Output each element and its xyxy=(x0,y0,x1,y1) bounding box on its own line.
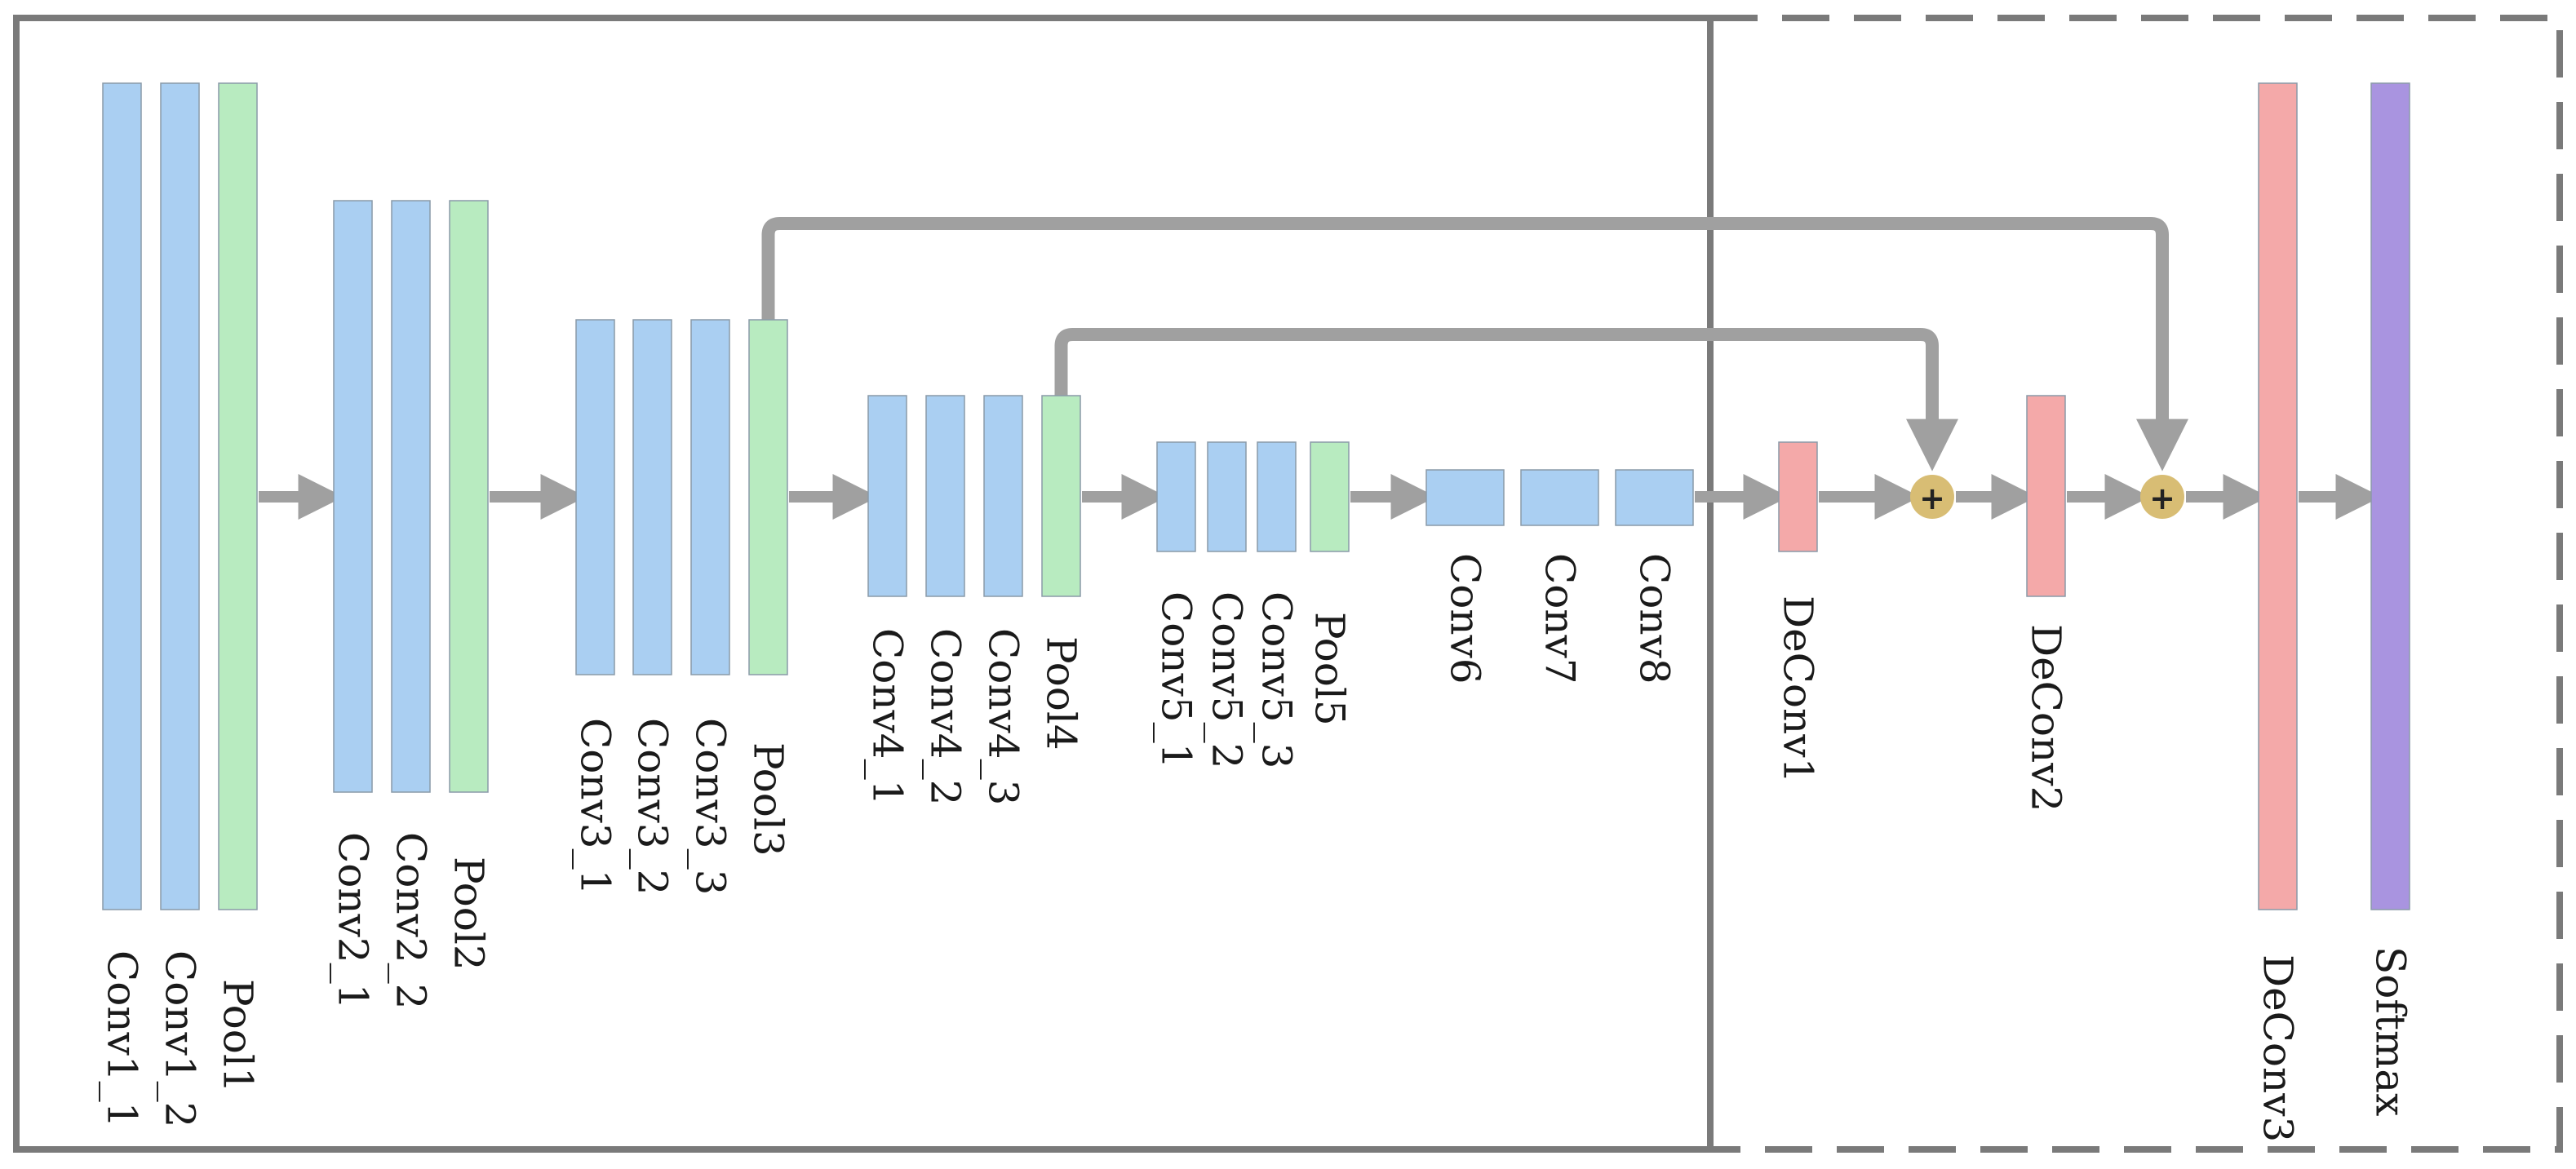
pool2-label: Pool2 xyxy=(446,857,493,971)
conv2-1-label: Conv2_1 xyxy=(330,832,377,1009)
pool3-label: Pool3 xyxy=(745,742,792,857)
pool2-block xyxy=(449,200,489,793)
pool1-block xyxy=(218,82,258,910)
sum2-plus-icon: + xyxy=(2149,480,2175,516)
conv2-2-label: Conv2_2 xyxy=(388,832,435,1009)
pool3-block xyxy=(748,319,788,675)
section-frames xyxy=(13,15,2563,1153)
conv4-1-block xyxy=(867,395,907,597)
conv1-1-block xyxy=(102,82,142,910)
conv7-block xyxy=(1520,469,1599,526)
sum1-node xyxy=(1910,475,1954,519)
conv3-2-block xyxy=(632,319,672,675)
skip-connections xyxy=(761,217,2188,472)
conv1-1-label: Conv1_1 xyxy=(99,950,146,1127)
deconv1-label: DeConv1 xyxy=(1775,596,1822,783)
pool5-block xyxy=(1310,441,1350,552)
softmax-label: Softmax xyxy=(2367,946,2414,1116)
deconv2-label: DeConv2 xyxy=(2023,624,2070,812)
conv8-block xyxy=(1615,469,1694,526)
conv5-2-label: Conv5_2 xyxy=(1204,591,1251,768)
layer-labels: Conv1_1 Conv1_2 Pool1 Conv2_1 Conv2_2 Pool2 Co… xyxy=(99,553,2414,1142)
sum-nodes: + + xyxy=(1910,475,2184,519)
conv2-2-block xyxy=(391,200,431,793)
conv5-1-label: Conv5_1 xyxy=(1153,591,1200,768)
deconv3-label: DeConv3 xyxy=(2255,954,2302,1142)
conv3-1-label: Conv3_1 xyxy=(572,718,619,895)
skip-pool3-to-sum2 xyxy=(761,217,2188,472)
conv4-3-block xyxy=(983,395,1023,597)
conv4-3-label: Conv4_3 xyxy=(980,628,1027,805)
conv7-label: Conv7 xyxy=(1536,553,1584,684)
conv4-2-label: Conv4_2 xyxy=(922,628,969,805)
pool1-label: Pool1 xyxy=(215,979,262,1093)
softmax-block xyxy=(2370,82,2410,910)
conv2-1-block xyxy=(333,200,373,793)
encoder-section xyxy=(13,15,1714,1153)
deconv2-block xyxy=(2026,395,2066,597)
conv3-3-block xyxy=(690,319,730,675)
deconv3-block xyxy=(2258,82,2298,910)
conv1-2-label: Conv1_2 xyxy=(157,950,204,1127)
conv6-label: Conv6 xyxy=(1442,553,1489,684)
conv6-block xyxy=(1425,469,1505,526)
conv3-1-block xyxy=(575,319,615,675)
conv4-1-label: Conv4_1 xyxy=(864,628,911,805)
skip-pool4-to-sum1 xyxy=(1054,328,1958,472)
pool4-label: Pool4 xyxy=(1038,636,1085,751)
pool5-label: Pool5 xyxy=(1306,612,1354,726)
conv1-2-block xyxy=(160,82,200,910)
decoder-section xyxy=(1710,15,2563,1153)
conv8-label: Conv8 xyxy=(1631,553,1678,684)
conv5-2-block xyxy=(1207,441,1247,552)
conv5-3-block xyxy=(1257,441,1297,552)
sum2-node xyxy=(2140,475,2184,519)
sum1-plus-icon: + xyxy=(1919,480,1945,516)
conv5-3-label: Conv5_3 xyxy=(1253,591,1301,768)
layer-blocks xyxy=(102,82,2410,910)
conv3-2-label: Conv3_2 xyxy=(629,718,676,895)
deconv1-block xyxy=(1778,441,1818,552)
conv3-3-label: Conv3_3 xyxy=(687,718,734,895)
conv4-2-block xyxy=(925,395,965,597)
conv5-1-block xyxy=(1156,441,1196,552)
pool4-block xyxy=(1041,395,1081,597)
